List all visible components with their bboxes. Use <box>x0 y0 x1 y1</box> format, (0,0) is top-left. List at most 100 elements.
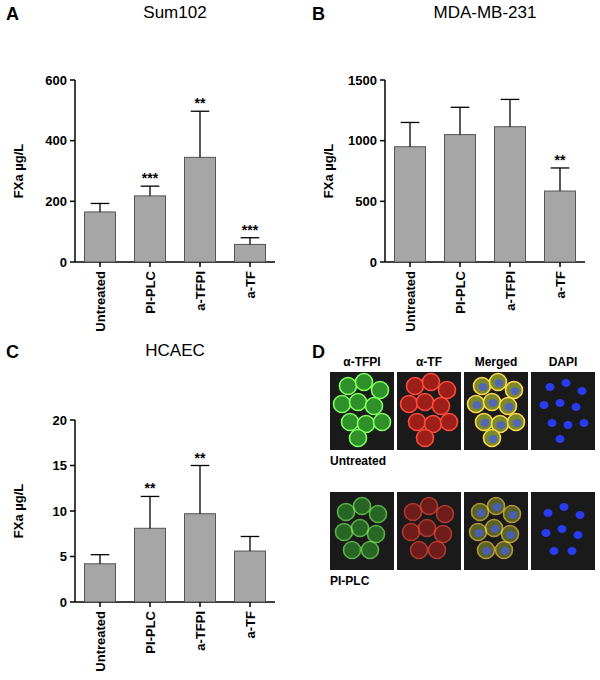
significance: ** <box>195 450 206 466</box>
error-stem <box>249 536 250 551</box>
cell <box>417 394 434 411</box>
y-tick <box>70 79 75 81</box>
x-tick-label: a-TFPI <box>193 271 208 311</box>
bar <box>135 528 166 602</box>
error-bar <box>191 466 210 514</box>
y-tick <box>70 261 75 263</box>
cell <box>338 504 355 521</box>
cell <box>435 526 452 543</box>
marks <box>395 99 576 262</box>
nucleus <box>576 511 585 519</box>
error-stem <box>559 168 560 191</box>
bar <box>85 564 116 602</box>
cell <box>370 506 387 523</box>
x-tick <box>509 262 511 267</box>
x-tick-label: a-TF <box>243 271 258 299</box>
figure: ASum102FXa µg/L0200400600Untreated***PI-… <box>0 0 600 680</box>
micrograph <box>397 372 461 450</box>
error-stem <box>509 99 510 126</box>
micrograph <box>330 492 394 570</box>
cell <box>439 382 456 399</box>
nucleus <box>578 387 587 395</box>
micrograph <box>464 492 528 570</box>
panel-label: C <box>6 342 19 362</box>
marks <box>85 111 266 262</box>
error-bar <box>401 122 420 146</box>
x-tick-label: a-TFPI <box>193 611 208 651</box>
cell <box>350 394 367 411</box>
nucleus <box>493 503 502 511</box>
y-tick <box>380 261 385 263</box>
cell <box>484 430 501 447</box>
bar <box>395 147 426 262</box>
chart-panel: ASum102FXa µg/L0200400600Untreated***PI-… <box>6 3 275 332</box>
cell <box>472 504 489 521</box>
x-tick-label: Untreated <box>403 271 418 332</box>
cell <box>486 520 503 537</box>
row-label: Untreated <box>330 454 386 468</box>
y-tick-label: 1500 <box>348 73 377 88</box>
y-tick-label: 0 <box>60 595 67 610</box>
error-stem <box>409 122 410 146</box>
nucleus <box>505 403 514 411</box>
error-bar <box>191 111 210 157</box>
nucleus <box>483 547 492 555</box>
cell <box>474 378 491 395</box>
significance: ** <box>195 95 206 111</box>
microscopy-panel: Dα-TFPIα-TFMergedDAPIUntreatedPI-PLC <box>312 342 595 588</box>
cell <box>476 414 493 431</box>
cell <box>403 524 420 541</box>
nucleus <box>501 547 510 555</box>
cell <box>352 520 369 537</box>
error-bar <box>451 107 470 134</box>
y-tick <box>70 419 75 421</box>
cell <box>423 374 440 391</box>
channel-label: Merged <box>475 355 518 369</box>
image-bg <box>464 492 528 570</box>
x-tick <box>409 262 411 267</box>
y-tick-label: 0 <box>370 255 377 270</box>
bar <box>185 514 216 602</box>
nucleus <box>509 511 518 519</box>
marks <box>85 466 266 603</box>
nucleus <box>511 387 520 395</box>
y-tick <box>380 79 385 81</box>
nucleus <box>497 421 506 429</box>
chart-title: HCAEC <box>145 341 205 360</box>
nucleus <box>556 435 565 443</box>
x-tick-label: a-TF <box>243 611 258 639</box>
cell <box>409 414 426 431</box>
cell <box>340 378 357 395</box>
x-tick <box>249 262 251 267</box>
significance: *** <box>242 222 259 238</box>
nucleus <box>574 531 583 539</box>
error-bar <box>141 186 160 196</box>
nucleus <box>550 547 559 555</box>
bar <box>495 127 526 262</box>
cell <box>484 394 501 411</box>
cell <box>342 414 359 431</box>
bar <box>235 244 266 262</box>
error-bar <box>241 238 260 245</box>
y-axis-label: FXa µg/L <box>11 484 26 538</box>
cell <box>356 374 373 391</box>
chart-title: Sum102 <box>143 3 206 22</box>
nucleus <box>495 379 504 387</box>
y-tick-label: 400 <box>45 133 67 148</box>
cell <box>417 430 434 447</box>
cell <box>366 398 383 415</box>
bar <box>445 135 476 262</box>
nucleus <box>473 401 482 409</box>
x-tick-label: PI-PLC <box>143 270 158 313</box>
y-tick <box>70 556 75 558</box>
image-bg <box>531 372 595 450</box>
error-bar <box>91 555 110 564</box>
cell <box>336 524 353 541</box>
error-cap <box>91 203 110 204</box>
nucleus <box>540 401 549 409</box>
cell <box>508 414 525 431</box>
y-tick-label: 200 <box>45 194 67 209</box>
y-tick <box>70 601 75 603</box>
error-stem <box>199 111 200 157</box>
y-tick <box>70 201 75 203</box>
